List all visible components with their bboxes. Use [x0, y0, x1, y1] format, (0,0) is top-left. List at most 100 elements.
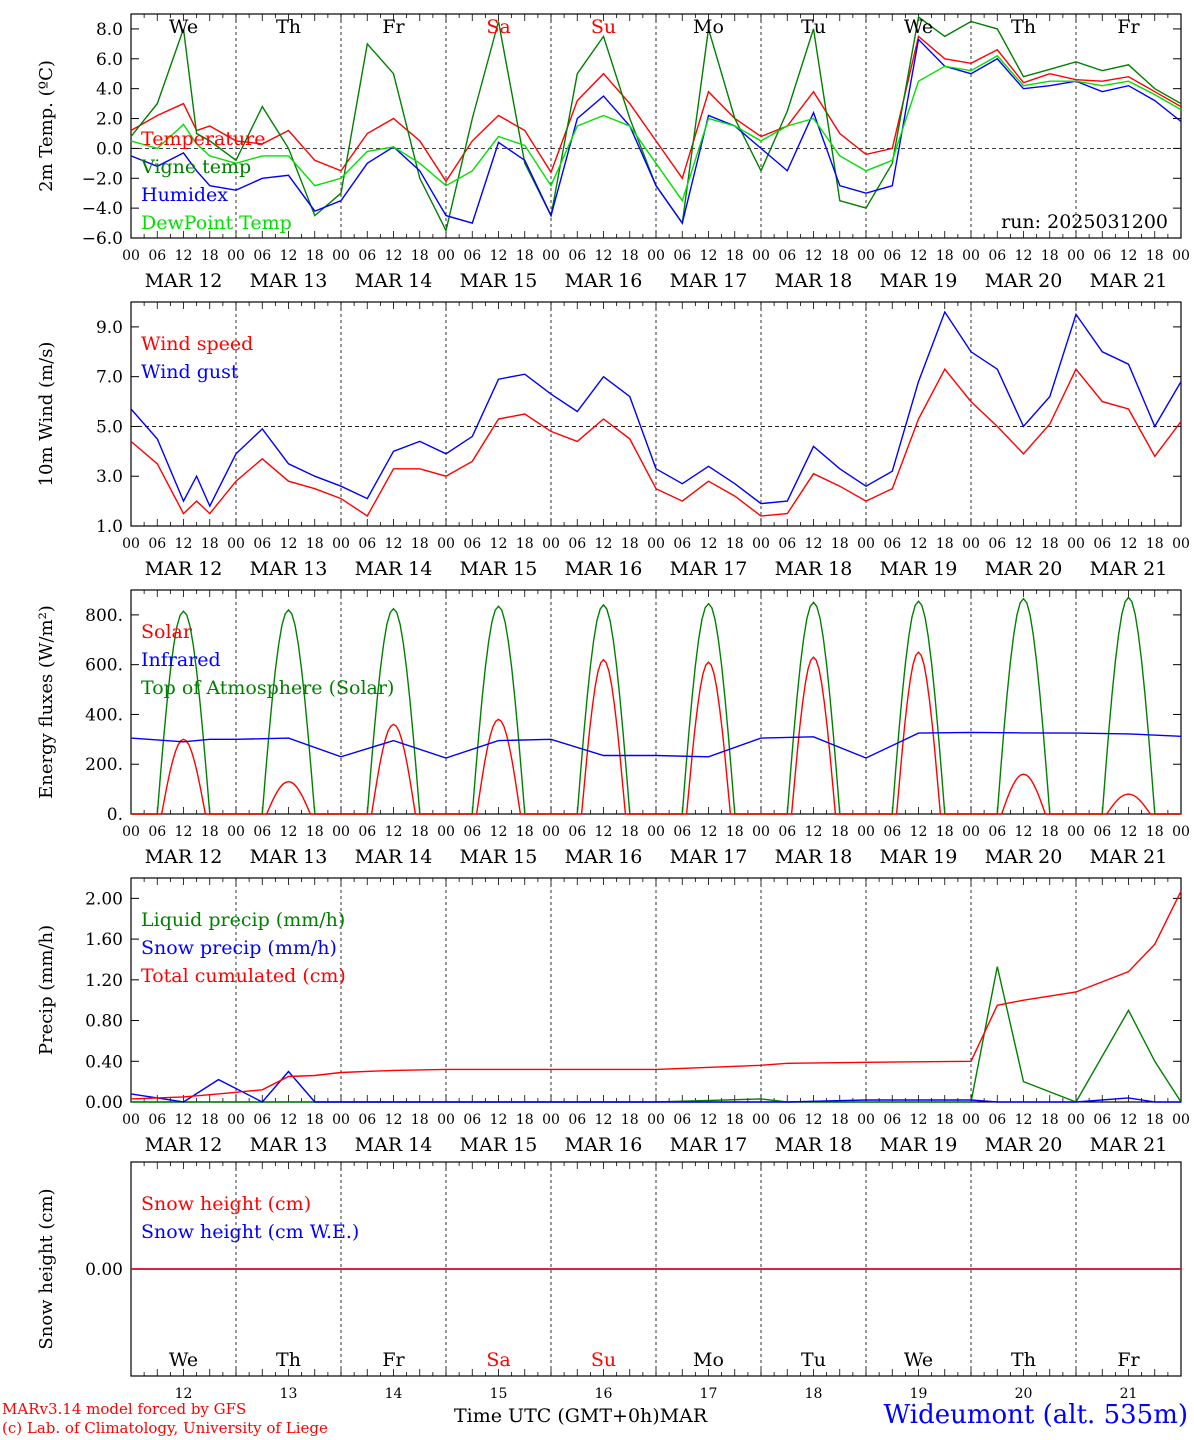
- hour-label: 12: [280, 824, 298, 840]
- hour-label: 06: [1093, 1112, 1111, 1128]
- weekday-label: Su: [591, 1349, 616, 1371]
- date-label: MAR 16: [565, 846, 643, 868]
- hour-label: 00: [752, 824, 770, 840]
- hour-label: 00: [542, 824, 560, 840]
- hour-label: 06: [358, 536, 376, 552]
- date-label: MAR 21: [1090, 270, 1168, 292]
- legend-entry: Total cumulated (cm): [141, 965, 346, 987]
- date-label: MAR 21: [1090, 1134, 1168, 1156]
- hour-label: 18: [621, 824, 639, 840]
- hour-label: 06: [253, 536, 271, 552]
- hour-label: 06: [358, 1112, 376, 1128]
- hour-label: 18: [1041, 1112, 1059, 1128]
- legend-entry: Snow precip (mm/h): [141, 937, 337, 959]
- y-axis-label: 2m Temp. (ºC): [36, 60, 57, 192]
- day-number: 15: [490, 1386, 508, 1402]
- date-label: MAR 13: [250, 558, 328, 580]
- weekday-label: We: [169, 16, 198, 38]
- hour-label: 00: [752, 536, 770, 552]
- y-tick-label: 0.0: [96, 139, 123, 159]
- date-label: MAR 19: [880, 1134, 958, 1156]
- weekday-label: We: [904, 16, 933, 38]
- y-tick-label: 1.20: [85, 971, 123, 991]
- hour-label: 18: [516, 1112, 534, 1128]
- date-label: MAR 17: [670, 270, 748, 292]
- hour-label: 12: [385, 824, 403, 840]
- y-axis-label: Precip (mm/h): [36, 925, 57, 1055]
- hour-label: 00: [542, 1112, 560, 1128]
- hour-label: 18: [516, 248, 534, 264]
- hour-label: 18: [411, 536, 429, 552]
- hour-label: 12: [700, 248, 718, 264]
- date-label: MAR 14: [355, 270, 433, 292]
- hour-label: 18: [1146, 824, 1164, 840]
- series-line-infrared: [130, 731, 1182, 759]
- hour-label: 18: [516, 824, 534, 840]
- date-label: MAR 17: [670, 846, 748, 868]
- weekday-label: Th: [1011, 16, 1036, 38]
- y-tick-label: −2.0: [82, 169, 123, 189]
- hour-label: 00: [332, 824, 350, 840]
- hour-label: 00: [332, 248, 350, 264]
- hour-label: 00: [962, 248, 980, 264]
- date-label: MAR 12: [145, 1134, 223, 1156]
- time-axis-title: Time UTC (GMT+0h)MAR: [454, 1405, 707, 1427]
- hour-label: 06: [1093, 536, 1111, 552]
- y-tick-label: 2.0: [96, 110, 123, 130]
- hour-label: 06: [358, 824, 376, 840]
- hour-label: 06: [778, 536, 796, 552]
- hour-label: 00: [962, 824, 980, 840]
- hour-label: 06: [778, 1112, 796, 1128]
- date-label: MAR 15: [460, 846, 538, 868]
- hour-label: 18: [1041, 248, 1059, 264]
- day-number: 14: [385, 1386, 403, 1402]
- y-tick-label: 9.0: [96, 318, 123, 338]
- hour-label: 18: [411, 248, 429, 264]
- date-label: MAR 20: [985, 558, 1063, 580]
- day-number: 18: [805, 1386, 823, 1402]
- y-tick-label: 6.0: [96, 50, 123, 70]
- hour-label: 06: [463, 248, 481, 264]
- hour-label: 12: [595, 536, 613, 552]
- hour-label: 06: [568, 536, 586, 552]
- hour-label: 18: [516, 536, 534, 552]
- date-label: MAR 14: [355, 1134, 433, 1156]
- hour-label: 00: [1172, 1112, 1190, 1128]
- date-label: MAR 17: [670, 558, 748, 580]
- date-label: MAR 13: [250, 846, 328, 868]
- y-tick-label: 1.0: [96, 517, 123, 537]
- weekday-label: Th: [1011, 1349, 1036, 1371]
- hour-label: 06: [673, 536, 691, 552]
- y-axis-label: Energy fluxes (W/m²): [36, 605, 57, 799]
- hour-label: 06: [463, 1112, 481, 1128]
- hour-label: 18: [621, 248, 639, 264]
- hour-label: 00: [437, 1112, 455, 1128]
- hour-label: 06: [568, 1112, 586, 1128]
- y-tick-label: 0.: [107, 805, 123, 825]
- date-label: MAR 16: [565, 1134, 643, 1156]
- weekday-label: Fr: [382, 1349, 405, 1371]
- weekday-label: We: [169, 1349, 198, 1371]
- hour-label: 12: [175, 1112, 193, 1128]
- weekday-label: Mo: [693, 16, 724, 38]
- hour-label: 06: [148, 248, 166, 264]
- hour-label: 00: [1172, 536, 1190, 552]
- hour-label: 18: [726, 1112, 744, 1128]
- y-tick-label: 0.00: [85, 1093, 123, 1113]
- hour-label: 00: [437, 824, 455, 840]
- hour-label: 06: [463, 536, 481, 552]
- date-label: MAR 12: [145, 270, 223, 292]
- hour-label: 18: [831, 248, 849, 264]
- panel-frame: [130, 13, 1182, 239]
- day-number: 13: [280, 1386, 298, 1402]
- panel-frame: [130, 589, 1182, 815]
- date-label: MAR 20: [985, 270, 1063, 292]
- hour-label: 00: [857, 536, 875, 552]
- y-tick-label: 4.0: [96, 80, 123, 100]
- hour-label: 18: [1041, 536, 1059, 552]
- day-number: 19: [910, 1386, 928, 1402]
- hour-label: 12: [175, 824, 193, 840]
- y-tick-label: 2.00: [85, 889, 123, 909]
- hour-label: 18: [1146, 1112, 1164, 1128]
- date-label: MAR 12: [145, 846, 223, 868]
